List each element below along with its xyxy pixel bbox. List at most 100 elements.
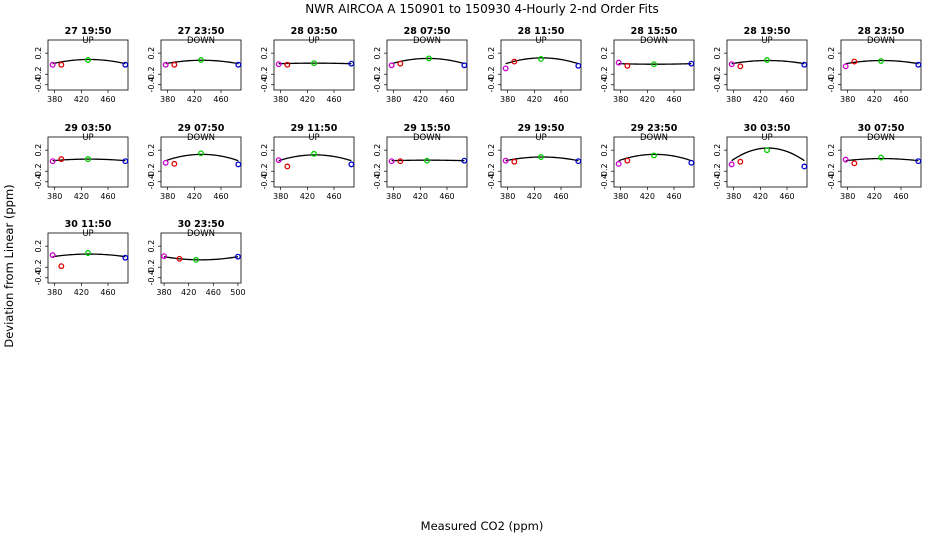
panel-direction-label: UP (308, 133, 319, 143)
x-tick-label: 460 (213, 95, 228, 104)
data-point (915, 158, 922, 165)
x-tick-label: 420 (527, 192, 542, 201)
x-tick-label: 380 (840, 192, 855, 201)
y-tick-label: -0.2 (34, 163, 43, 179)
panel-title: 28 11:50 (518, 26, 565, 37)
panel-frame (160, 39, 242, 91)
fit-curve (52, 158, 126, 162)
data-point (575, 62, 582, 69)
panel-title: 29 11:50 (291, 123, 338, 134)
data-point (171, 160, 178, 167)
y-tick-label: -0.2 (600, 66, 609, 82)
fit-curve (618, 63, 692, 65)
data-point (397, 158, 404, 165)
panel-title: 27 23:50 (178, 26, 225, 37)
data-point (311, 60, 317, 67)
x-tick-label: 460 (553, 192, 568, 201)
panel-direction-label: DOWN (413, 133, 441, 143)
y-tick-label: -0.4 (34, 174, 43, 190)
data-point (538, 55, 544, 62)
panel-direction-label: DOWN (187, 36, 215, 46)
data-point (122, 158, 129, 165)
x-tick-label: 460 (439, 95, 454, 104)
y-tick-label: 0.2 (600, 47, 609, 60)
panel-title: 28 23:50 (858, 26, 905, 37)
panel-frame (726, 136, 808, 188)
data-point (624, 157, 631, 164)
x-tick-label: 420 (413, 95, 428, 104)
data-point (49, 61, 56, 68)
y-tick-label: 0.2 (147, 144, 156, 157)
y-tick-label: -0.4 (34, 77, 43, 93)
data-point (801, 163, 808, 170)
y-tick-label: -0.4 (373, 77, 382, 93)
x-tick-label: 460 (779, 192, 794, 201)
data-point (397, 60, 404, 67)
panel-direction-label: DOWN (867, 36, 895, 46)
panel-frame (613, 39, 695, 91)
data-point (737, 63, 744, 70)
x-tick-label: 380 (47, 95, 62, 104)
data-point (85, 57, 91, 63)
panel-title: 30 11:50 (65, 219, 112, 230)
fit-curve (391, 57, 465, 65)
panel-title: 30 03:50 (744, 123, 791, 134)
x-tick-label: 380 (726, 192, 741, 201)
fit-curve (278, 62, 352, 65)
data-point (764, 57, 770, 63)
fit-curve (52, 253, 126, 258)
x-tick-label: 460 (893, 192, 908, 201)
data-point (234, 253, 241, 260)
y-tick-label: -0.2 (487, 66, 496, 82)
data-point (842, 156, 849, 163)
data-point (171, 61, 178, 68)
figure-title: NWR AIRCOA A 150901 to 150930 4-Hourly 2… (305, 2, 659, 16)
x-tick-label: 380 (613, 192, 628, 201)
fit-curve (618, 153, 692, 162)
y-tick-label: 0.2 (487, 47, 496, 60)
panel-frame (47, 232, 129, 284)
x-tick-label: 460 (893, 95, 908, 104)
data-point (193, 256, 200, 263)
x-tick-label: 420 (867, 95, 882, 104)
x-tick-label: 380 (156, 288, 171, 297)
data-point (388, 62, 395, 69)
y-tick-label: -0.4 (827, 77, 836, 93)
x-tick-label: 380 (47, 288, 62, 297)
data-point (162, 61, 169, 68)
data-point (728, 161, 735, 168)
fit-curve (391, 159, 465, 162)
x-tick-label: 420 (640, 95, 655, 104)
x-tick-label: 380 (47, 192, 62, 201)
data-point (624, 62, 631, 69)
data-point (538, 154, 544, 160)
fit-curve (505, 57, 579, 65)
y-tick-label: 0.2 (34, 240, 43, 253)
data-point (737, 158, 744, 165)
y-tick-label: 0.2 (34, 144, 43, 157)
panel-title: 29 19:50 (518, 123, 565, 134)
y-tick-label: -0.2 (713, 66, 722, 82)
x-tick-label: 380 (500, 192, 515, 201)
data-point (878, 154, 884, 161)
y-tick-label: -0.4 (827, 174, 836, 190)
data-point (651, 152, 657, 159)
x-tick-label: 460 (666, 95, 681, 104)
y-tick-label: 0.2 (600, 144, 609, 157)
fit-curve (165, 59, 239, 65)
data-point (688, 159, 695, 166)
x-tick-label: 380 (386, 95, 401, 104)
y-tick-label: -0.4 (260, 77, 269, 93)
y-tick-label: -0.4 (600, 77, 609, 93)
x-tick-label: 380 (160, 95, 175, 104)
y-tick-label: -0.4 (713, 174, 722, 190)
panel-direction-label: DOWN (187, 133, 215, 143)
data-point (58, 156, 65, 163)
data-point (85, 250, 91, 256)
